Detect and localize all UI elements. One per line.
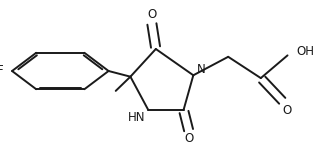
Text: O: O xyxy=(147,8,156,21)
Text: F: F xyxy=(0,64,4,78)
Text: HN: HN xyxy=(127,111,145,124)
Text: N: N xyxy=(197,63,206,76)
Text: O: O xyxy=(282,104,291,117)
Text: O: O xyxy=(185,132,194,142)
Text: OH: OH xyxy=(297,45,315,58)
